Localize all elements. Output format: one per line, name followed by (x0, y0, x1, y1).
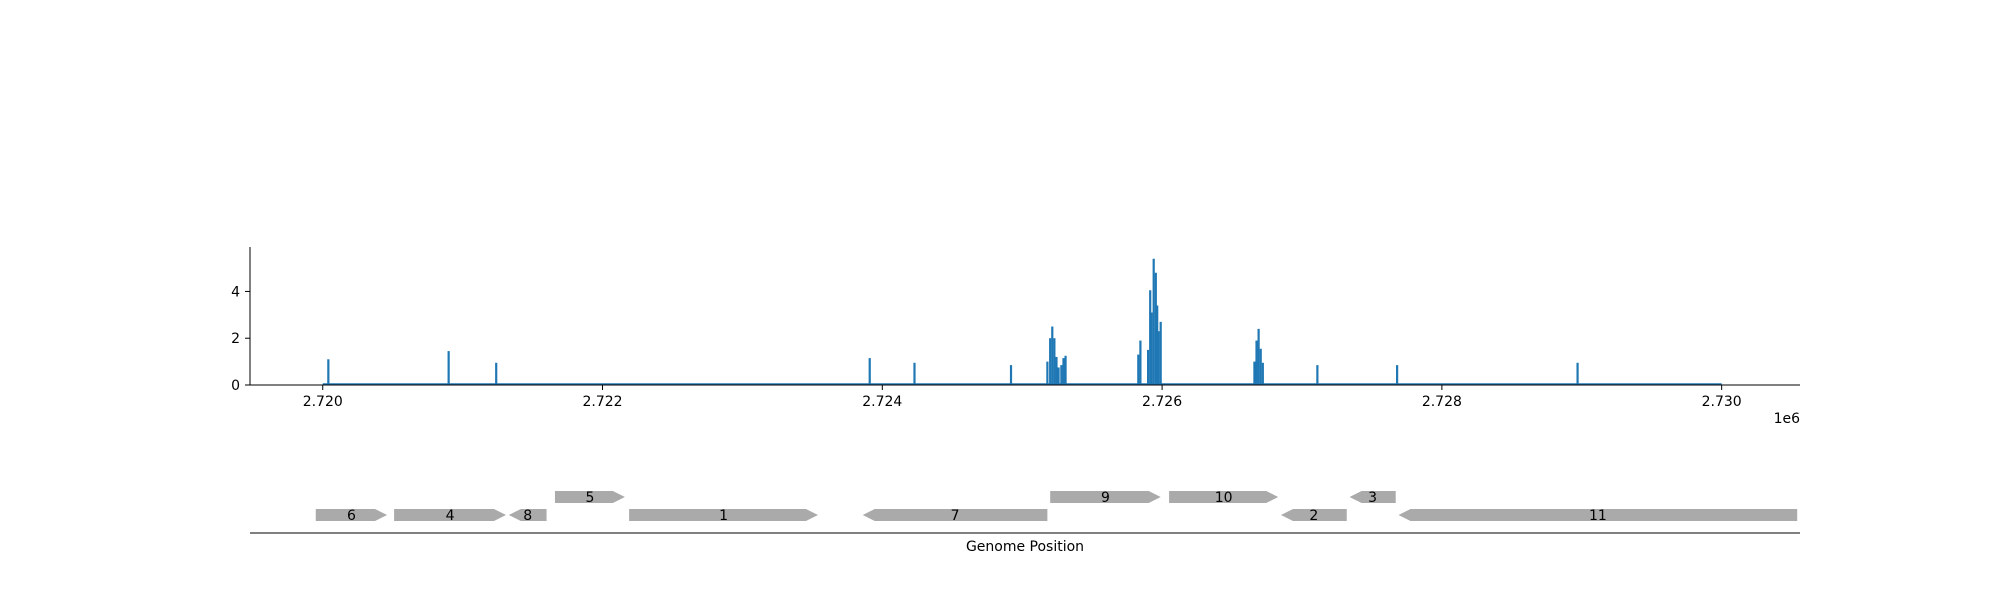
gene-arrow (1349, 491, 1396, 503)
x-axis-offset-label: 1e6 (1774, 411, 1801, 427)
gene-label: 3 (1368, 490, 1377, 506)
gene-arrow (508, 509, 547, 521)
y-tick-label: 4 (231, 284, 240, 300)
gene-label: 10 (1215, 490, 1233, 506)
gene-label: 9 (1101, 490, 1110, 506)
gene-arrow (629, 509, 818, 521)
gene-label: 11 (1589, 508, 1607, 524)
gene-label: 5 (585, 490, 594, 506)
gene-arrow (1398, 509, 1798, 521)
gene-track: 6 4 8 5 1 7 9 10 2 3 11 Genome Position (250, 490, 1800, 555)
gene-arrow (315, 509, 388, 521)
coverage-bars (327, 258, 1579, 385)
x-tick-label: 2.724 (862, 394, 902, 410)
gene-arrow (1281, 509, 1347, 521)
gene-arrows: 6 4 8 5 1 7 9 10 2 3 11 (315, 490, 1798, 524)
gene-label: 4 (446, 508, 455, 524)
y-axis-ticks: 0 2 4 (231, 284, 250, 394)
x-tick-label: 2.720 (303, 394, 343, 410)
x-tick-label: 2.730 (1702, 394, 1742, 410)
gene-arrow (862, 509, 1048, 521)
x-tick-label: 2.722 (582, 394, 622, 410)
x-axis-ticks: 2.720 2.722 2.724 2.726 2.728 2.730 (303, 385, 1742, 410)
x-tick-label: 2.728 (1422, 394, 1462, 410)
gene-label: 1 (719, 508, 728, 524)
gene-arrow (1050, 491, 1161, 503)
gene-label: 6 (347, 508, 356, 524)
coverage-plot: 2.720 2.722 2.724 2.726 2.728 2.730 0 2 4 1e6 (231, 247, 1800, 427)
gene-arrow (1169, 491, 1279, 503)
gene-arrow (394, 509, 507, 521)
gene-label: 2 (1309, 508, 1318, 524)
gene-label: 8 (523, 508, 532, 524)
gene-arrow (554, 491, 625, 503)
gene-label: 7 (951, 508, 960, 524)
gene-track-xlabel: Genome Position (966, 539, 1084, 555)
y-tick-label: 0 (231, 378, 240, 394)
x-tick-label: 2.726 (1142, 394, 1182, 410)
y-tick-label: 2 (231, 331, 240, 347)
